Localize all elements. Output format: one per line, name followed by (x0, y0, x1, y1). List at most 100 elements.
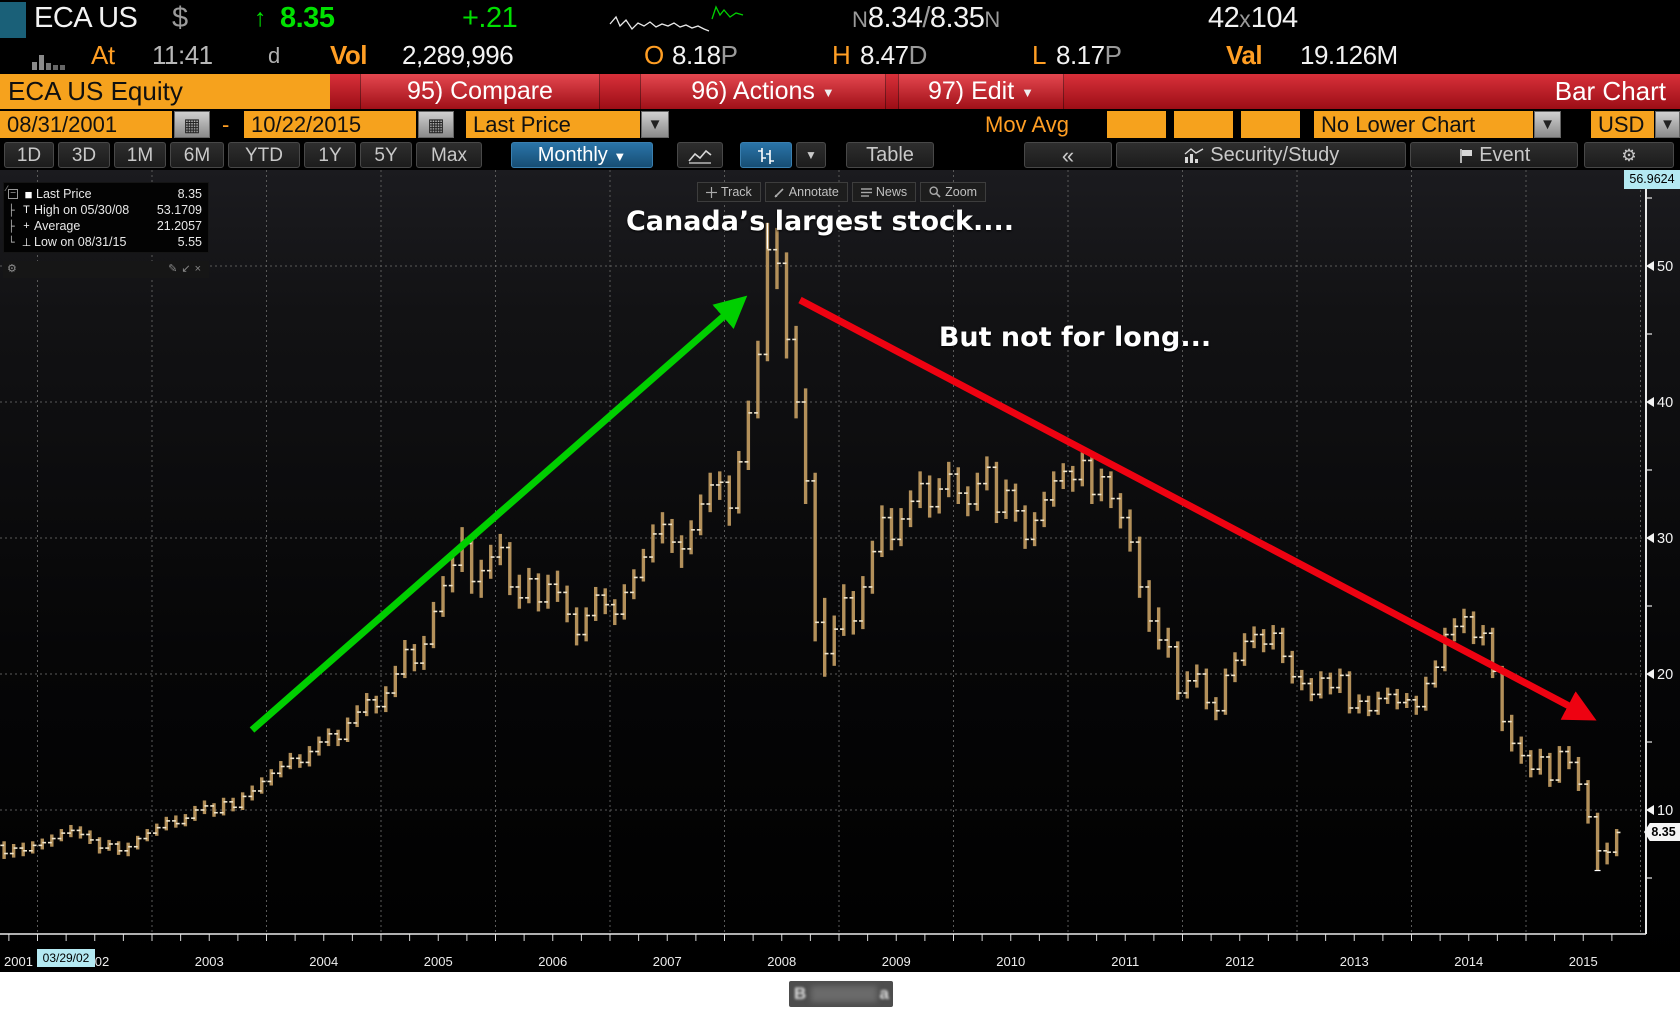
price-change: +.21 (462, 2, 518, 34)
bottom-strip: B a (0, 972, 1680, 1013)
chevron-down-icon[interactable]: ▼ (641, 111, 669, 138)
pencil-icon (774, 187, 784, 198)
x-axis-year-label: 2011 (1111, 954, 1139, 969)
settings-gear-button[interactable]: ⚙ (1584, 142, 1674, 168)
range-tab-3d[interactable]: 3D (58, 142, 110, 168)
price-chart-canvas[interactable]: 2001200220032004200520062007200820092010… (0, 170, 1680, 972)
bar-chart-icon-button[interactable] (740, 142, 792, 168)
vol-label: Vol (330, 40, 368, 70)
security-study-button[interactable]: Security/Study (1116, 142, 1406, 168)
legend-footer-strip: ⚙ ✎↙× (3, 261, 209, 278)
chevron-down-icon[interactable]: ▼ (1534, 111, 1561, 138)
last-price-badge: 8.35 (1644, 823, 1680, 841)
legend-row-low: └ ⊥ Low on 08/31/15 5.55 (8, 235, 202, 249)
range-tab-max[interactable]: Max (416, 142, 482, 168)
ohlc-bars-icon (758, 147, 774, 164)
track-button[interactable]: Track (697, 182, 761, 202)
price-field-select[interactable]: Last Price (466, 111, 640, 138)
annotation-decline-text: But not for long... (938, 322, 1212, 353)
x-axis-year-label: 2004 (309, 954, 338, 969)
chevron-down-icon: ▼ (613, 149, 627, 164)
currency-select[interactable]: USD (1591, 111, 1654, 138)
open-value: 8.18P (672, 40, 738, 70)
y-tick-pointer (1646, 669, 1654, 679)
legend-value: 53.1709 (156, 203, 202, 217)
y-axis-label: 20 (1657, 667, 1673, 683)
date-from-input[interactable]: 08/31/2001 (0, 111, 172, 138)
mov-avg-input-2[interactable] (1174, 111, 1233, 138)
legend-value: 8.35 (177, 187, 202, 201)
collapse-box-icon[interactable]: − (8, 188, 18, 199)
chart-area[interactable]: 2001200220032004200520062007200820092010… (0, 170, 1680, 972)
period-select[interactable]: Monthly ▼ (511, 142, 653, 168)
range-tab-6m[interactable]: 6M (170, 142, 224, 168)
legend-tools-icons[interactable]: ✎↙× (168, 263, 205, 275)
currency-symbol: $ (172, 2, 188, 34)
chart-style-dropdown[interactable]: ▼ (796, 142, 826, 168)
x-axis-year-label: 2012 (1225, 954, 1254, 969)
range-tab-1d[interactable]: 1D (4, 142, 54, 168)
downtrend-arrow (798, 296, 1597, 721)
volume-value: 2,289,996 (402, 40, 514, 70)
zoom-button[interactable]: Zoom (920, 182, 987, 202)
range-tab-ytd[interactable]: YTD (228, 142, 300, 168)
magnifier-icon (929, 186, 941, 198)
y-tick-pointer (1646, 261, 1654, 271)
low-value: 8.17P (1056, 40, 1122, 70)
compare-button[interactable]: 95) Compare (360, 74, 600, 109)
legend-label: High on 05/30/08 (34, 203, 130, 217)
y-tick-pointer (1646, 805, 1654, 815)
table-button[interactable]: Table (846, 142, 934, 168)
menubar: ECA US Equity 95) Compare 96) Actions ▼ … (0, 74, 1680, 109)
watermark-redacted: B a (789, 981, 893, 1007)
y-tick-pointer (1646, 533, 1654, 543)
x-axis-year-label: 2001 (4, 954, 33, 969)
range-tab-1m[interactable]: 1M (114, 142, 166, 168)
range-tab-5y[interactable]: 5Y (360, 142, 412, 168)
gear-icon[interactable]: ⚙ (7, 263, 17, 275)
event-button[interactable]: Event (1410, 142, 1578, 168)
chart-legend[interactable]: ∕∕ − ■ Last Price 8.35 ├ T High on 05/30… (3, 182, 209, 253)
val-value: 19.126M (1300, 40, 1398, 70)
date-to-input[interactable]: 10/22/2015 (244, 111, 416, 138)
mov-avg-label: Mov Avg (985, 112, 1069, 137)
security-field[interactable]: ECA US Equity (0, 74, 330, 109)
annotate-button[interactable]: Annotate (764, 182, 848, 202)
open-label: O (644, 40, 664, 70)
x-axis-year-label: 2009 (882, 954, 911, 969)
edit-button[interactable]: 97) Edit ▼ (898, 74, 1064, 109)
x-axis-year-label: 2015 (1569, 954, 1598, 969)
intraday-sparkline (609, 5, 744, 32)
mov-avg-input-3[interactable] (1241, 111, 1300, 138)
bid-ask-size: 42x104 (1208, 2, 1298, 34)
news-button[interactable]: News (851, 182, 917, 202)
news-lines-icon (860, 187, 872, 197)
chevron-down-icon: ▼ (821, 85, 835, 100)
calendar-icon[interactable]: ▦ (174, 111, 210, 138)
collapse-panel-button[interactable]: « (1024, 142, 1112, 168)
x-axis-year-label: 2013 (1340, 954, 1369, 969)
last-price: 8.35 (280, 2, 335, 34)
x-axis-year-label: 2014 (1454, 954, 1483, 969)
legend-drag-handle[interactable]: ∕∕ (6, 184, 7, 193)
gear-icon: ⚙ (1621, 146, 1637, 165)
x-axis-year-label: 2006 (538, 954, 567, 969)
high-value: 8.47D (860, 40, 927, 70)
line-chart-icon-button[interactable] (677, 142, 723, 168)
chevron-down-icon[interactable]: ▼ (1655, 111, 1680, 138)
y-axis-label: 30 (1657, 531, 1673, 547)
mov-avg-input-1[interactable] (1107, 111, 1166, 138)
chart-type-title: Bar Chart (1554, 76, 1666, 106)
legend-row-high: ├ T High on 05/30/08 53.1709 (8, 203, 202, 217)
annotation-peak-text: Canada’s largest stock.... (625, 206, 1015, 237)
x-axis-year-label: 2003 (195, 954, 224, 969)
y-axis-label: 50 (1657, 259, 1673, 275)
actions-button[interactable]: 96) Actions ▼ (640, 74, 886, 109)
lower-chart-select[interactable]: No Lower Chart (1314, 111, 1533, 138)
high-marker-icon: T (23, 204, 30, 216)
calendar-icon[interactable]: ▦ (418, 111, 454, 138)
chevron-down-icon: ▼ (1021, 85, 1034, 100)
range-tab-1y[interactable]: 1Y (304, 142, 356, 168)
x-axis-year-label: 2005 (424, 954, 453, 969)
y-axis-label: 10 (1657, 803, 1673, 819)
